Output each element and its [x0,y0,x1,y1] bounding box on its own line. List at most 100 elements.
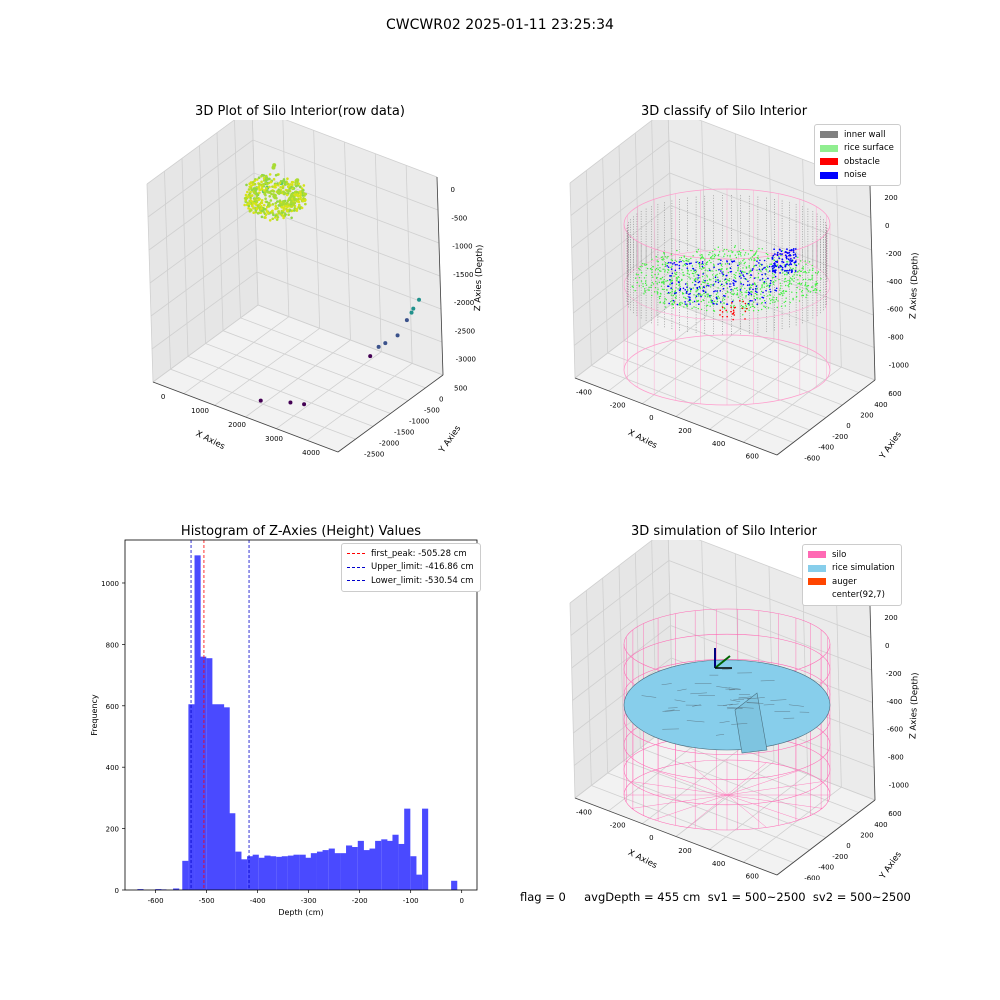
rice-surface-point [739,253,741,255]
rice-surface-point [740,251,742,254]
noise-point [788,269,791,272]
rice-surface-point [640,280,643,282]
rice-surface-point [735,287,737,290]
rice-surface-point [656,283,658,285]
rice-surface-point [691,265,694,267]
rice-surface-point [686,282,688,284]
rice-surface-point [672,304,674,306]
rice-surface-point [675,260,678,263]
histogram-bar [328,848,335,890]
obstacle-point [721,311,724,313]
rice-surface-point [722,299,724,301]
rice-surface-point [805,282,807,284]
ring-point [298,204,301,207]
x-tick-label: 200 [678,847,691,855]
rice-surface-point [684,264,687,267]
noise-point [759,259,761,262]
noise-point [784,264,787,266]
x-axis-label: X Axies [626,428,659,451]
rice-surface-point [688,273,690,276]
rice-surface-point [651,268,653,271]
x-tick-label: -200 [610,401,626,409]
ring-point [258,197,261,201]
z-tick-label: -400 [886,278,902,286]
noise-point [742,283,745,286]
y-tick-label: -1500 [394,429,414,437]
rice-surface-point [817,271,819,273]
rice-surface-point [765,268,767,271]
noise-point [773,266,776,269]
silo-floor-spoke [726,770,800,796]
x-tick-label: 0 [649,834,653,842]
rice-surface-point [742,260,744,262]
noise-point [794,260,797,263]
noise-point [684,283,687,285]
z-tick-label: -600 [887,306,903,314]
noise-point [712,284,714,286]
noise-point [667,285,670,288]
noise-point [784,265,787,268]
rice-surface-point [676,271,678,274]
rice-surface-point [682,259,684,262]
rice-surface-point [666,292,669,295]
rice-surface-point [679,303,681,306]
rice-surface-point [663,253,665,255]
obstacle-point [732,318,734,321]
x-tick-label: 3000 [265,435,283,443]
x-tick-label: 4000 [302,449,320,457]
rice-surface-point [713,283,716,285]
noise-point [720,283,723,286]
noise-point [795,264,798,267]
surface-mesh-line [715,734,725,736]
legend-item-upper-limit: Upper_limit: -416.86 cm [347,561,474,575]
noise-point [671,282,674,284]
noise-point [773,253,776,256]
rice-surface-point [720,263,723,265]
rice-surface-point [726,287,729,289]
histogram-plot: -600 -500 -400 -300 -200 -100 0 0 200 400 600 800 10… [90,539,478,917]
rice-surface-point [778,278,780,281]
rice-surface-point [788,286,790,288]
classify-legend: inner wall rice surface obstacle noise [814,124,901,186]
legend-label: noise [844,170,867,181]
noise-point [685,262,687,265]
ring-point [276,200,279,203]
rice-surface-point [753,295,755,297]
rice-surface-point [689,278,691,280]
noise-point [795,255,797,258]
rice-surface-point [798,269,800,272]
rice-surface-point [796,286,798,289]
rice-surface-point [701,255,704,257]
rice-surface-point [727,291,729,293]
rice-surface-point [783,292,785,294]
noise-point [704,279,706,282]
ring-point [247,202,250,206]
rice-surface-point [726,248,728,251]
rice-surface-point [638,276,641,279]
histogram-bar [363,850,370,890]
rice-surface-point [761,285,763,287]
rice-surface-point [745,305,748,308]
ring-inner-point [270,192,273,196]
rice-surface-point [683,296,685,298]
ring-point [268,219,272,222]
rice-surface-point [737,268,739,270]
noise-point [792,251,795,254]
noise-point [692,267,695,270]
rice-surface-point [731,251,733,254]
z-tick-label: -3000 [456,356,476,364]
surface-mesh-line [728,687,741,690]
rice-surface-point [655,256,657,258]
rice-surface-point [675,283,678,285]
rice-surface-point [740,304,743,307]
x-tick-label: 200 [678,427,691,435]
noise-point [714,290,716,292]
rice-surface-point [737,296,740,299]
noise-point [706,284,708,287]
rice-surface-point [672,294,674,297]
surface-mesh-line [788,704,804,707]
histogram-bar [310,853,317,890]
x-tick-label: 2000 [228,421,246,429]
legend-item-lower-limit: Lower_limit: -530.54 cm [347,574,474,588]
obstacle-point [744,302,747,305]
